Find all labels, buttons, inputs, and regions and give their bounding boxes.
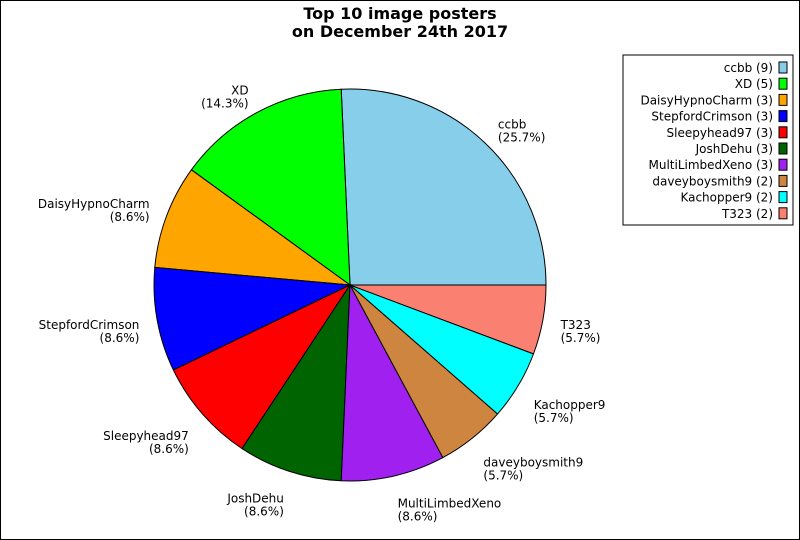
chart-title-line-2: on December 24th 2017: [292, 22, 508, 41]
pie-slice-Sleepyhead97: [172, 283, 352, 450]
pie-slice-JoshDehu: [241, 283, 351, 482]
slice-percent-DaisyHypnoCharm: (8.6%): [110, 210, 150, 224]
slice-percent-XD: (14.3%): [201, 97, 248, 111]
legend-entry-XD: XD (5): [735, 77, 773, 91]
legend-entry-StepfordCrimson: StepfordCrimson (3): [651, 110, 773, 124]
pie-slice-StepfordCrimson: [153, 266, 352, 371]
legend-swatch-DaisyHypnoCharm: [778, 93, 788, 106]
legend-entry-Sleepyhead97: Sleepyhead97 (3): [667, 126, 773, 140]
legend-box: [622, 54, 794, 226]
slice-percent-T323: (5.7%): [561, 331, 601, 345]
slice-percent-JoshDehu: (8.6%): [244, 505, 284, 519]
legend-entry-MultiLimbedXeno: MultiLimbedXeno (3): [649, 158, 773, 172]
legend-entry-ccbb: ccbb (9): [724, 61, 773, 75]
slice-percent-daveyboysmith9: (5.7%): [483, 468, 523, 482]
slice-label-Kachopper9: Kachopper9: [534, 398, 606, 412]
legend-swatch-Kachopper9: [778, 191, 788, 204]
pie-slices: [153, 88, 547, 482]
legend-swatch-StepfordCrimson: [778, 110, 788, 123]
slice-percent-StepfordCrimson: (8.6%): [100, 331, 140, 345]
slice-label-daveyboysmith9: daveyboysmith9: [483, 455, 583, 469]
slice-label-ccbb: ccbb: [498, 117, 526, 131]
pie-slice-T323: [349, 284, 547, 355]
legend-swatch-ccbb: [778, 61, 788, 74]
slice-label-T323: T323: [560, 318, 591, 332]
slice-label-Sleepyhead97: Sleepyhead97: [103, 429, 189, 443]
legend-entry-T323: T323 (2): [721, 207, 773, 221]
pie-slice-XD: [190, 88, 351, 287]
legend: ccbb (9) XD (5) DaisyHypnoCharm (3) Stepfor…: [622, 54, 794, 226]
slice-percent-ccbb: (25.7%): [498, 130, 545, 144]
pie-slice-MultiLimbedXeno: [340, 283, 444, 482]
slice-label-StepfordCrimson: StepfordCrimson: [39, 318, 140, 332]
legend-entry-daveyboysmith9: daveyboysmith9 (2): [652, 174, 773, 188]
slice-label-DaisyHypnoCharm: DaisyHypnoCharm: [38, 197, 150, 211]
legend-swatch-XD: [778, 77, 788, 90]
legend-swatch-Sleepyhead97: [778, 126, 788, 139]
slice-percent-Sleepyhead97: (8.6%): [149, 442, 189, 456]
legend-swatch-MultiLimbedXeno: [778, 158, 788, 171]
legend-swatch-JoshDehu: [778, 142, 788, 155]
slice-label-JoshDehu: JoshDehu: [226, 492, 284, 506]
legend-entry-DaisyHypnoCharm: DaisyHypnoCharm (3): [640, 93, 773, 107]
slice-percent-MultiLimbedXeno: (8.6%): [398, 510, 438, 524]
slice-label-XD: XD: [231, 84, 248, 98]
pie-slice-ccbb: [340, 88, 547, 286]
slice-percent-Kachopper9: (5.7%): [534, 411, 574, 425]
legend-entry-Kachopper9: Kachopper9 (2): [680, 191, 773, 205]
legend-entry-JoshDehu: JoshDehu (3): [695, 142, 773, 156]
pie-labels: ccbb(25.7%)XD(14.3%)DaisyHypnoCharm(8.6%…: [38, 84, 606, 524]
chart-title-line-1: Top 10 image posters: [303, 4, 496, 23]
legend-swatch-daveyboysmith9: [778, 174, 788, 187]
legend-swatch-T323: [778, 207, 788, 220]
pie-slice-DaisyHypnoCharm: [154, 169, 352, 286]
slice-label-MultiLimbedXeno: MultiLimbedXeno: [398, 497, 502, 511]
